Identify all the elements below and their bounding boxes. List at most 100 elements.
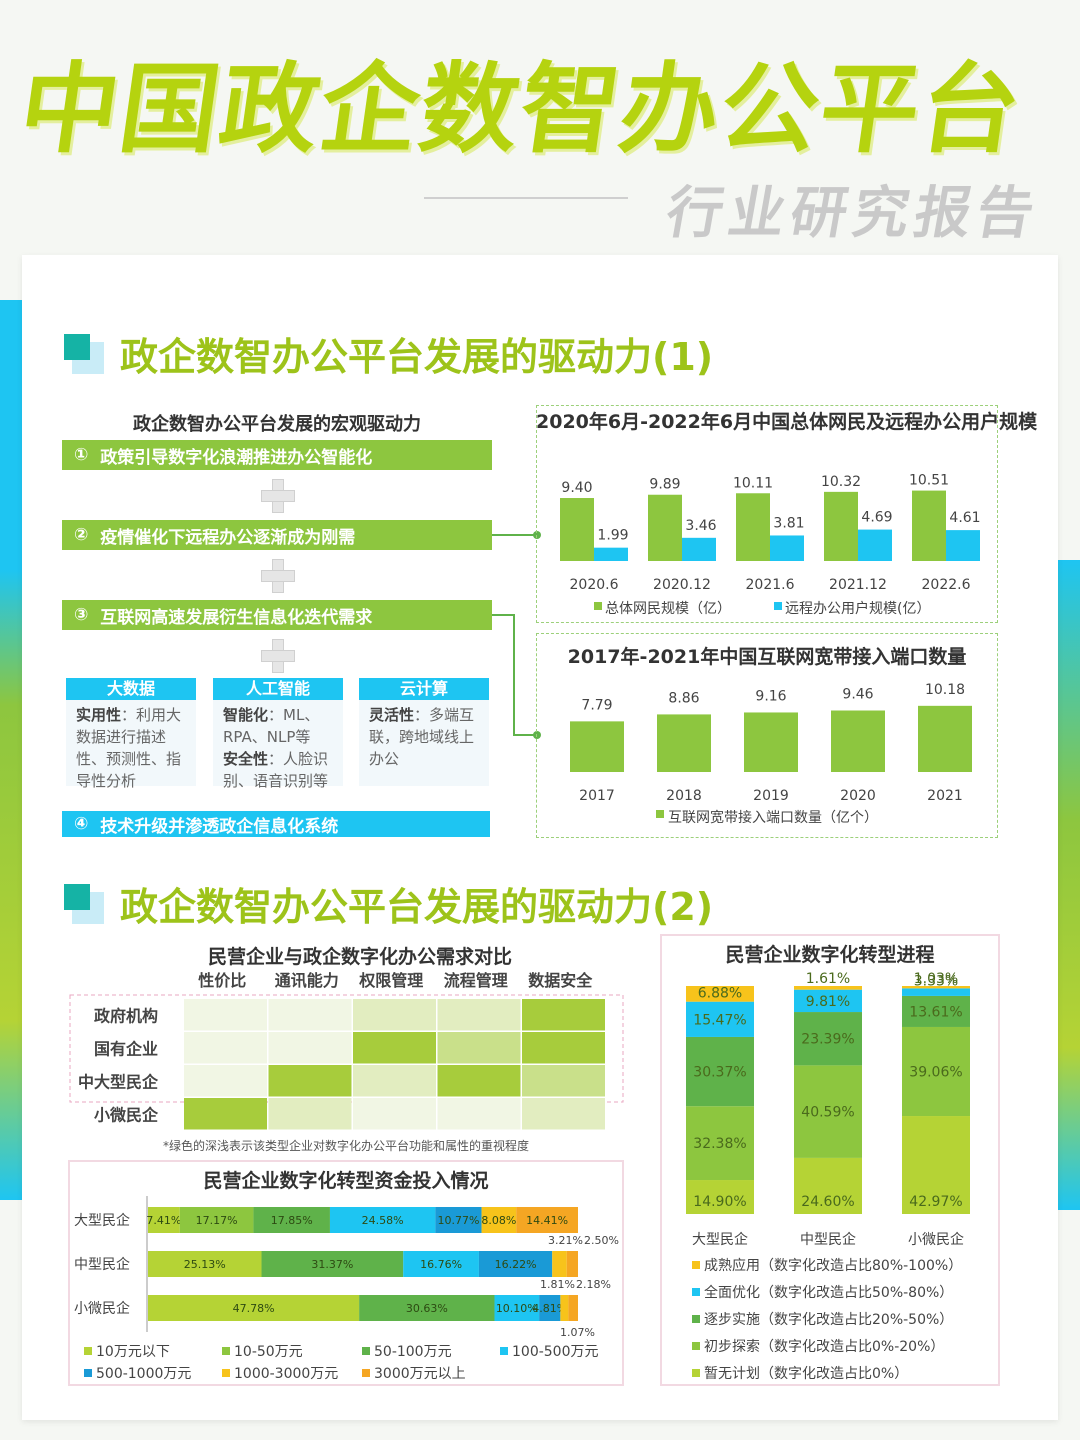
heatmap-cell bbox=[184, 1065, 267, 1097]
progress-bar-segment bbox=[794, 1065, 862, 1158]
progress-bar-segment bbox=[794, 986, 862, 990]
x-tick-label: 大型民企 bbox=[692, 1231, 748, 1248]
x-tick-label: 2017 bbox=[579, 788, 615, 804]
tech-bigdata-head: 大数据 bbox=[66, 678, 196, 700]
progress-bar-segment bbox=[902, 1026, 970, 1117]
label-netizens: 9.40 bbox=[561, 480, 592, 496]
label-netizens: 10.32 bbox=[821, 474, 861, 490]
bar-netizens bbox=[736, 493, 770, 561]
progress-bar-segment bbox=[686, 986, 754, 1002]
legend-swatch bbox=[362, 1347, 370, 1355]
legend-swatch bbox=[692, 1315, 700, 1323]
label-ports: 7.79 bbox=[581, 697, 612, 713]
progress-segment-label: 40.59% bbox=[801, 1105, 854, 1121]
fund-segment-label: 7.41% bbox=[146, 1214, 181, 1227]
page-subtitle: 行业研究报告 bbox=[661, 181, 1045, 246]
legend-swatch bbox=[84, 1369, 92, 1377]
fund-segment-label: 16.76% bbox=[420, 1258, 462, 1271]
x-tick-label: 2021 bbox=[927, 788, 963, 804]
section1-header: 政企数智办公平台发展的驱动力(1) bbox=[64, 326, 713, 381]
legend-remote: 远程办公用户规模(亿） bbox=[785, 600, 930, 617]
fund-small-label: 1.81% bbox=[540, 1278, 575, 1291]
legend-swatch bbox=[594, 602, 602, 610]
legend-swatch bbox=[362, 1369, 370, 1377]
fund-segment-label: 8.08% bbox=[481, 1214, 516, 1227]
progress-chart: 14.90% 32.38% 30.37% 15.47% 6.88% 大型民企 24.60% 4… bbox=[686, 971, 970, 1382]
fund-segment-label: 17.85% bbox=[271, 1214, 313, 1227]
y-tick-label: 中型民企 bbox=[74, 1256, 130, 1273]
drivers-title: 政企数智办公平台发展的宏观驱动力 bbox=[133, 414, 421, 435]
fund-segment-label: 4.81% bbox=[532, 1302, 567, 1315]
driver-4-label: 技术升级并渗透政企信息化系统 bbox=[100, 816, 339, 837]
heatmap-cell bbox=[522, 999, 605, 1031]
x-tick-label: 中型民企 bbox=[800, 1231, 856, 1248]
bar-remote bbox=[946, 530, 980, 561]
tech-bigdata: 大数据 实用性：利用大数据进行描述性、预测性、指导性分析 bbox=[66, 678, 196, 790]
y-tick-label: 大型民企 bbox=[74, 1212, 130, 1229]
bar-remote bbox=[858, 529, 892, 561]
tech-cloud: 云计算 灵活性：多端互联，跨地域线上办公 bbox=[359, 678, 489, 786]
progress-bar-segment bbox=[686, 1106, 754, 1181]
fund-bar-segment bbox=[539, 1295, 561, 1321]
fund-segment-label: 10.77% bbox=[437, 1214, 479, 1227]
heatmap-title: 民营企业与政企数字化办公需求对比 bbox=[207, 946, 512, 968]
fund-segment-label: 47.78% bbox=[233, 1302, 275, 1315]
driver-1-num: ① bbox=[74, 445, 89, 465]
legend-swatch bbox=[692, 1261, 700, 1269]
label-ports: 9.16 bbox=[755, 688, 786, 704]
heatmap-col-label: 流程管理 bbox=[444, 971, 508, 990]
x-tick-label: 小微民企 bbox=[908, 1231, 964, 1248]
bar-netizens bbox=[824, 491, 858, 561]
fund-small-label: 2.50% bbox=[584, 1234, 619, 1247]
fund-legend-label: 100-500万元 bbox=[512, 1344, 599, 1360]
driver-3-num: ③ bbox=[74, 605, 89, 625]
progress-segment-label: 9.81% bbox=[806, 994, 850, 1010]
label-remote: 3.81 bbox=[773, 515, 804, 531]
driver-3-label: 互联网高速发展衍生信息化迭代需求 bbox=[100, 607, 373, 628]
heatmap-cell bbox=[437, 1065, 521, 1097]
heatmap-cell bbox=[437, 999, 521, 1031]
x-tick-label: 2018 bbox=[666, 788, 702, 804]
label-remote: 1.99 bbox=[597, 528, 628, 544]
fund-chart-box bbox=[68, 1160, 624, 1386]
chart-broadband-title: 2017年-2021年中国互联网宽带接入端口数量 bbox=[567, 646, 967, 668]
label-ports: 8.86 bbox=[668, 690, 699, 706]
chart-netizens-box bbox=[536, 405, 998, 623]
progress-segment-label: 3.33% bbox=[914, 973, 958, 989]
fund-bar-segment bbox=[359, 1295, 495, 1321]
progress-chart-box bbox=[660, 934, 1000, 1386]
bar-ports bbox=[831, 710, 885, 772]
label-netizens: 10.51 bbox=[909, 473, 949, 489]
heatmap-cell bbox=[522, 1032, 605, 1064]
fund-small-label: 3.21% bbox=[548, 1234, 583, 1247]
progress-segment-label: 6.88% bbox=[698, 986, 742, 1002]
label-remote: 4.61 bbox=[949, 510, 980, 526]
fund-legend-label: 10万元以下 bbox=[96, 1344, 170, 1360]
fund-bar-segment bbox=[148, 1295, 360, 1321]
section-marker-icon bbox=[64, 333, 104, 374]
heatmap-cell bbox=[353, 1065, 436, 1097]
fund-chart-title: 民营企业数字化转型资金投入情况 bbox=[203, 1170, 489, 1192]
bar-ports bbox=[744, 712, 798, 772]
section-marker-icon bbox=[64, 883, 104, 924]
driver-1: ① 政策引导数字化浪潮推进办公智能化 bbox=[62, 440, 492, 470]
heatmap-row-label: 国有企业 bbox=[94, 1040, 158, 1059]
heatmap-cell bbox=[268, 999, 352, 1031]
progress-segment-label: 23.39% bbox=[801, 1032, 854, 1048]
tech-bigdata-body: 实用性：利用大数据进行描述性、预测性、指导性分析 bbox=[76, 706, 182, 790]
bar-netizens bbox=[560, 498, 594, 561]
legend-swatch bbox=[774, 602, 782, 610]
legend-swatch bbox=[692, 1369, 700, 1377]
driver-4: ④ 技术升级并渗透政企信息化系统 bbox=[62, 811, 490, 837]
progress-legend-label: 全面优化（数字化改造占比50%-80%） bbox=[704, 1284, 953, 1301]
bar-remote bbox=[682, 537, 716, 561]
progress-bar-segment bbox=[794, 1012, 862, 1066]
chart-netizens-title: 2020年6月-2022年6月中国总体网民及远程办公用户规模 bbox=[536, 411, 1038, 433]
bar-remote bbox=[770, 535, 804, 561]
heatmap-cell bbox=[268, 1032, 352, 1064]
bar-ports bbox=[657, 714, 711, 772]
fund-bar-segment bbox=[329, 1207, 436, 1233]
progress-bar-segment bbox=[902, 995, 970, 1027]
fund-chart: 大型民企 7.41% 17.17% 17.85% 24.58% 10.77% 8.08% 14… bbox=[74, 1196, 619, 1382]
